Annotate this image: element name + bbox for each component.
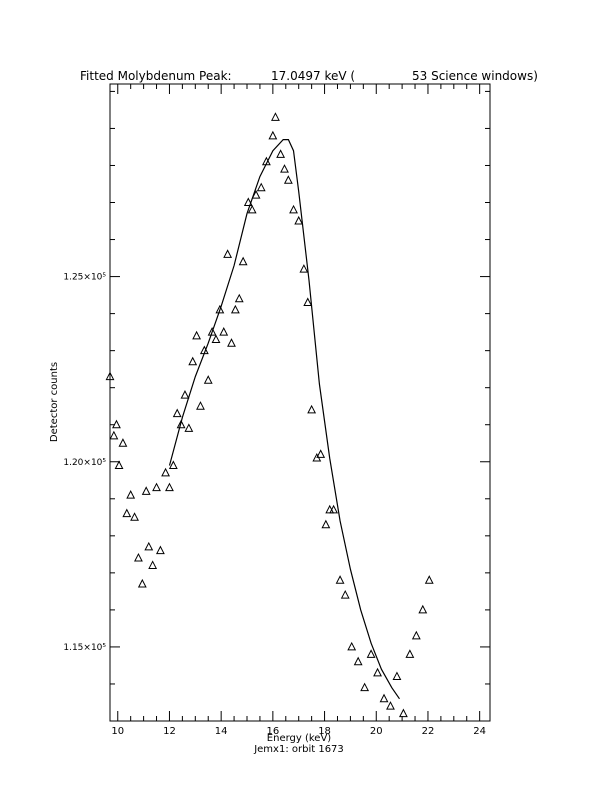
- data-point-triangle: [268, 130, 278, 140]
- data-point-triangle: [180, 389, 190, 399]
- x-tick-label: 24: [473, 726, 486, 737]
- y-tick-label: 1.20×10⁵: [63, 458, 106, 468]
- data-point-triangle: [261, 156, 271, 166]
- data-point-triangle: [251, 190, 261, 199]
- data-point-triangle: [271, 112, 280, 121]
- data-point-triangle: [203, 375, 213, 384]
- data-point-triangle: [230, 304, 240, 314]
- x-tick-label: 20: [370, 726, 383, 737]
- data-point-triangle: [134, 552, 143, 562]
- data-point-triangle: [234, 293, 244, 303]
- data-point-triangle: [168, 460, 178, 469]
- fit-curve-line: [168, 139, 400, 700]
- data-point-triangle: [289, 204, 298, 214]
- data-point-triangle: [126, 489, 136, 499]
- axis-tick-labels: 10 12 14 16 18 20 22 24 1.15×10⁵ 1.20×10⁵ 1.25×10⁵: [63, 273, 486, 737]
- data-point-triangle: [243, 197, 253, 207]
- data-point-triangle: [105, 371, 115, 381]
- data-point-triangle: [418, 604, 428, 614]
- data-point-triangle: [148, 560, 158, 569]
- data-point-triangle: [347, 641, 357, 651]
- x-tick-label: 22: [422, 726, 435, 737]
- data-point-triangle: [405, 649, 415, 658]
- data-point-triangle: [294, 215, 304, 225]
- data-point-triangle: [373, 667, 382, 677]
- data-point-triangle: [386, 701, 395, 710]
- y-tick-label: 1.25×10⁵: [63, 273, 106, 283]
- data-point-triangle: [219, 327, 229, 336]
- data-point-triangle: [276, 149, 286, 158]
- data-point-triangle: [303, 297, 313, 307]
- x-tick-label: 14: [215, 726, 228, 737]
- x-tick-label: 18: [318, 726, 331, 737]
- data-point-triangle: [283, 175, 293, 184]
- footer-label: Jemx1: orbit 1673: [253, 744, 344, 755]
- data-point-triangle: [307, 404, 317, 414]
- x-tick-label: 16: [266, 726, 279, 737]
- data-point-triangle: [141, 486, 151, 495]
- plot-frame: [109, 83, 491, 722]
- data-point-triangle: [256, 182, 266, 192]
- data-point-triangle: [188, 356, 198, 366]
- data-point-triangle: [215, 304, 225, 314]
- data-point-triangle: [379, 693, 389, 703]
- data-point-triangle: [360, 682, 370, 692]
- chart-title-energy: 17.0497 keV (: [271, 69, 355, 83]
- data-point-triangle: [316, 449, 326, 458]
- data-point-triangle: [155, 545, 165, 555]
- data-point-triangle: [411, 630, 421, 640]
- data-point-triangle: [172, 408, 182, 418]
- data-point-triangle: [353, 656, 363, 666]
- data-point-triangle: [118, 438, 128, 447]
- data-point-triangle: [207, 327, 217, 336]
- chart-title-prefix: Fitted Molybdenum Peak:: [80, 69, 232, 83]
- data-point-triangle: [329, 504, 339, 514]
- data-markers: [105, 112, 434, 718]
- data-point-triangle: [238, 256, 248, 266]
- data-point-triangle: [161, 467, 170, 477]
- data-point-triangle: [398, 708, 408, 718]
- y-axis-label: Detector counts: [49, 362, 60, 442]
- data-point-triangle: [424, 575, 434, 584]
- chart-title-windows: 53 Science windows): [412, 69, 538, 83]
- data-point-triangle: [165, 482, 174, 492]
- x-tick-label: 12: [163, 726, 176, 737]
- data-point-triangle: [227, 338, 236, 347]
- data-point-triangle: [223, 249, 233, 258]
- data-point-triangle: [321, 519, 331, 529]
- data-point-triangle: [280, 164, 289, 173]
- data-point-triangle: [122, 508, 132, 518]
- data-point-triangle: [109, 430, 119, 440]
- data-point-triangle: [299, 264, 309, 273]
- data-point-triangle: [392, 671, 402, 681]
- data-point-triangle: [137, 578, 147, 588]
- axis-ticks: [110, 84, 490, 722]
- data-point-triangle: [112, 419, 121, 429]
- data-point-triangle: [335, 575, 345, 584]
- data-point-triangle: [366, 649, 376, 658]
- y-tick-label: 1.15×10⁵: [63, 643, 106, 653]
- data-point-triangle: [199, 345, 209, 355]
- x-axis-label: Energy (keV): [267, 733, 332, 744]
- data-point-triangle: [184, 423, 194, 432]
- data-point-triangle: [196, 401, 205, 410]
- data-point-triangle: [192, 330, 202, 340]
- x-tick-label: 10: [111, 726, 124, 737]
- data-point-triangle: [152, 482, 161, 492]
- data-point-triangle: [144, 541, 154, 551]
- data-point-triangle: [114, 460, 124, 469]
- data-point-triangle: [176, 419, 186, 429]
- data-point-triangle: [340, 589, 350, 599]
- data-point-triangle: [211, 334, 221, 344]
- data-point-triangle: [247, 204, 257, 214]
- data-point-triangle: [130, 512, 139, 521]
